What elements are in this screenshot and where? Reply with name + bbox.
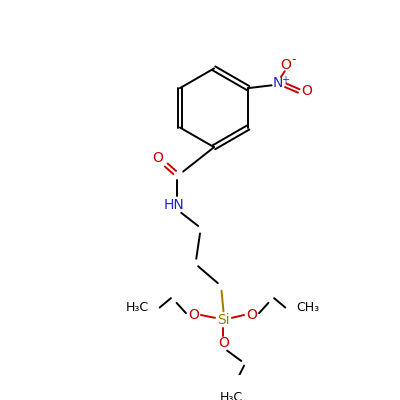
Text: H₃C: H₃C (125, 301, 148, 314)
Text: O: O (188, 308, 199, 322)
Text: Si: Si (217, 313, 230, 327)
Text: O: O (280, 58, 291, 72)
Text: O: O (152, 152, 163, 166)
Text: O: O (218, 336, 229, 350)
Text: N: N (273, 76, 283, 90)
Text: HN: HN (163, 198, 184, 212)
Text: O: O (246, 308, 257, 322)
Text: +: + (281, 75, 289, 85)
Text: H₃C: H₃C (219, 391, 242, 400)
Text: O: O (301, 84, 312, 98)
Text: -: - (292, 54, 296, 66)
Text: CH₃: CH₃ (296, 301, 320, 314)
